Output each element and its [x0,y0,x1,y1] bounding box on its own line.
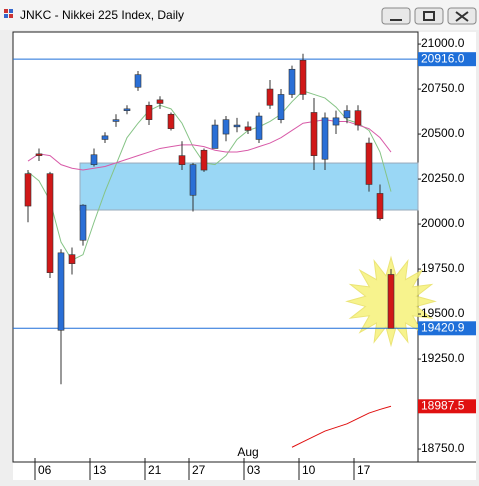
candle-body [255,115,263,140]
x-tick-label: 21 [148,463,162,477]
candle-body [68,254,76,264]
candle-body [299,59,307,95]
candle-body [343,110,351,119]
y-tick-label: 20750.0 [421,81,465,95]
candle-body [200,149,208,171]
candle-body [46,173,54,273]
y-tick-label: 20250.0 [421,171,465,185]
window-buttons[interactable] [381,7,477,25]
app-icon [4,9,13,18]
candle-body [90,154,98,165]
restore-button[interactable] [414,7,444,25]
month-label: Aug [237,445,258,459]
price-label: 19420.9 [421,320,465,334]
y-tick-label: 21000.0 [421,36,465,50]
candle-body [365,142,373,185]
candle-body [167,113,175,129]
y-tick-label: 19250.0 [421,351,465,365]
candle-body [57,252,65,331]
candle-body [332,117,340,126]
moving-average [27,119,392,171]
price-label-box [418,321,476,336]
candle-body [101,135,109,140]
price-label-box [418,52,476,67]
candle-body [387,274,395,329]
candle-body [354,110,362,126]
x-tick-label: 03 [247,463,261,477]
candle-body [79,204,87,241]
x-tick-label: 17 [357,463,371,477]
candle-body [24,173,32,207]
candle-body [288,68,296,95]
price-marker-label: 18987.5 [421,398,465,412]
candle-body [222,119,230,135]
candle-body [189,164,197,196]
candle-body [321,117,329,160]
x-tick-label: 06 [38,463,52,477]
x-tick-label: 27 [192,463,206,477]
chart-background [13,32,476,480]
candle-body [244,126,252,131]
candle-body [112,119,120,122]
y-tick-label: 19750.0 [421,261,465,275]
y-tick-label: 18750.0 [421,441,465,455]
candle-body [134,74,142,88]
moving-average [291,405,392,448]
candle-body [266,88,274,106]
y-tick-label: 20500.0 [421,126,465,140]
candle-body [156,99,164,104]
candle-body [277,94,285,120]
plot-area: 21000.0 20750.0 20500.0 20250.0 20000.0 19750… [13,36,476,480]
candle-body [376,193,384,219]
candle-body [145,104,153,120]
x-tick-label: 13 [93,463,107,477]
support-zone [79,162,419,211]
y-tick-label: 19500.0 [421,306,465,320]
x-tick-label: 10 [302,463,316,477]
moving-average [27,90,392,261]
candle-body [310,112,318,156]
candle-body [233,124,241,128]
price-marker [418,399,476,414]
y-tick-label: 20000.0 [421,216,465,230]
candle-body [211,124,219,149]
candle-body [178,155,186,165]
candle-body [35,153,43,156]
window-title: JNKC - Nikkei 225 Index, Daily [20,8,184,22]
price-label: 20916.0 [421,51,465,65]
minimize-button[interactable] [381,7,411,25]
candle-body [123,108,131,111]
